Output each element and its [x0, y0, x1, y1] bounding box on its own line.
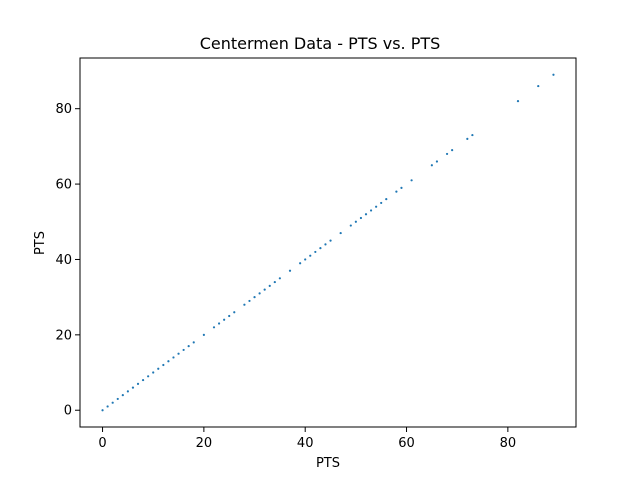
data-point [121, 394, 124, 397]
data-point [309, 254, 312, 257]
data-point [339, 231, 342, 235]
data-point [329, 239, 332, 242]
data-point [152, 371, 155, 374]
data-point [182, 348, 185, 352]
data-point [451, 149, 454, 152]
data-point [435, 160, 439, 163]
data-point [157, 367, 160, 370]
data-point [354, 220, 357, 223]
data-point [192, 341, 195, 344]
data-point [172, 356, 175, 359]
x-tick-label: 80 [500, 436, 517, 451]
data-point [471, 133, 474, 137]
plot-frame [79, 57, 577, 428]
y-tick-label: 40 [55, 253, 72, 268]
data-point [263, 288, 266, 291]
data-point [268, 284, 271, 287]
data-point [364, 213, 368, 216]
data-point [375, 205, 378, 208]
x-tick-label: 60 [398, 436, 415, 451]
data-point [324, 243, 327, 246]
data-point [466, 137, 469, 140]
data-point [177, 352, 180, 355]
x-axis-label: PTS [316, 456, 340, 471]
data-point [369, 209, 373, 212]
y-tick-label: 60 [55, 178, 72, 193]
x-tick-label: 40 [297, 436, 314, 451]
y-axis-label: PTS [33, 231, 48, 255]
data-point [314, 250, 317, 254]
y-tick-label: 20 [55, 328, 72, 343]
data-point [385, 198, 388, 201]
data-points [101, 73, 555, 412]
x-axis-ticks: 0 20 40 60 80 [98, 427, 516, 451]
x-tick-label: 20 [196, 436, 213, 451]
y-tick-label: 0 [64, 404, 72, 419]
data-point [248, 299, 251, 303]
data-point [537, 84, 540, 88]
data-point [106, 405, 109, 408]
data-point [136, 382, 140, 385]
data-point [299, 262, 302, 265]
data-point [273, 280, 276, 284]
data-point [212, 326, 216, 329]
data-point [304, 258, 307, 261]
data-point [101, 409, 104, 412]
x-tick-label: 0 [98, 436, 106, 451]
chart-title: Centermen Data - PTS vs. PTS [200, 34, 441, 53]
data-point [410, 179, 413, 182]
data-point [131, 386, 135, 389]
plot-area [80, 58, 576, 427]
data-point [395, 190, 398, 193]
data-point [147, 375, 150, 378]
data-point [243, 303, 246, 306]
data-point [400, 186, 403, 189]
data-point [430, 164, 433, 167]
data-point [167, 360, 170, 363]
data-point [288, 269, 292, 272]
y-tick-label: 80 [55, 102, 72, 117]
data-point [253, 296, 256, 299]
data-point [187, 345, 190, 348]
data-point [319, 247, 322, 250]
data-point [359, 216, 363, 220]
data-point [258, 292, 261, 295]
data-point [552, 73, 555, 76]
data-point [233, 311, 236, 314]
data-point [349, 224, 352, 227]
data-point [516, 100, 520, 103]
data-point [278, 277, 281, 280]
data-point [223, 318, 226, 321]
data-point [116, 397, 119, 401]
data-point [228, 314, 231, 318]
data-point [141, 378, 145, 382]
y-axis-ticks: 0 20 40 60 80 [55, 102, 80, 419]
data-point [445, 152, 449, 156]
data-point [380, 201, 383, 205]
data-point [202, 333, 205, 336]
data-point [217, 322, 221, 325]
data-point [162, 363, 165, 367]
data-point [126, 390, 129, 393]
data-point [111, 401, 114, 404]
